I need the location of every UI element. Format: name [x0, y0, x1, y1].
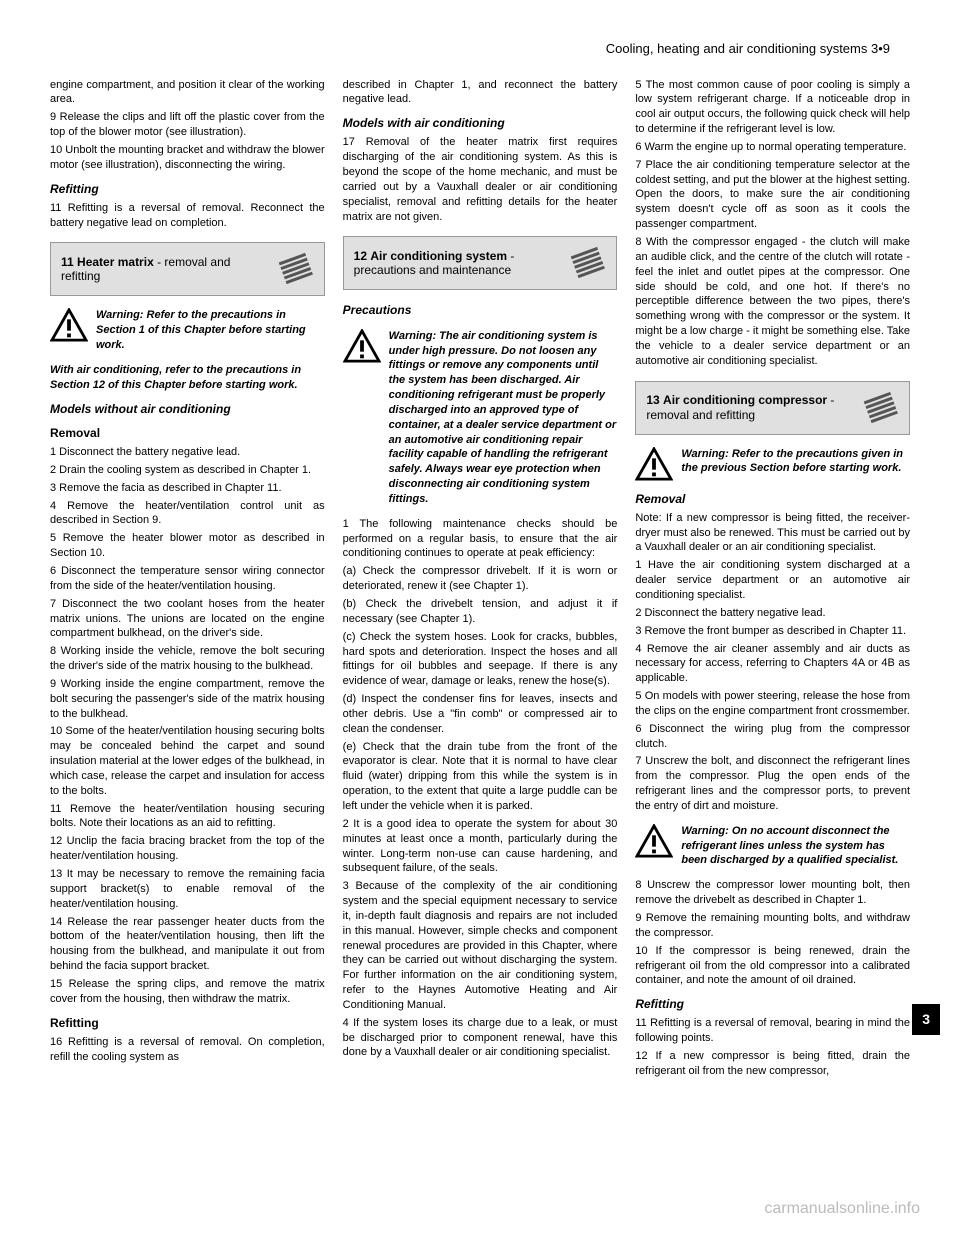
precautions-heading: Precautions	[343, 302, 618, 318]
step: 2 Disconnect the battery negative lead.	[635, 606, 910, 621]
content-columns: engine compartment, and position it clea…	[50, 78, 910, 1082]
difficulty-icon	[276, 251, 316, 287]
warning-13b: Warning: On no account disconnect the re…	[635, 824, 910, 869]
step: 6 Disconnect the wiring plug from the co…	[635, 722, 910, 752]
section-12-box: 12 Air conditioning system - precautions…	[343, 236, 618, 290]
step: 9 Release the clips and lift off the pla…	[50, 110, 325, 140]
section-num: 13	[646, 393, 659, 407]
warning-icon	[50, 308, 88, 342]
removal-heading: Removal	[635, 491, 910, 507]
step: 8 Unscrew the compressor lower mounting …	[635, 878, 910, 908]
step: 9 Remove the remaining mounting bolts, a…	[635, 911, 910, 941]
cont-text: described in Chapter 1, and reconnect th…	[343, 78, 618, 108]
step: 10 Some of the heater/ventilation housin…	[50, 724, 325, 798]
step: 5 Remove the heater blower motor as desc…	[50, 531, 325, 561]
step: 12 If a new compressor is being fitted, …	[635, 1049, 910, 1079]
section-13-box: 13 Air conditioning compressor - removal…	[635, 381, 910, 435]
step: 6 Warm the engine up to normal operating…	[635, 140, 910, 155]
step: 8 Working inside the vehicle, remove the…	[50, 644, 325, 674]
step: 7 Unscrew the bolt, and disconnect the r…	[635, 754, 910, 813]
watermark: carmanualsonline.info	[764, 1198, 920, 1220]
column-2: described in Chapter 1, and reconnect th…	[343, 78, 618, 1082]
step: 7 Place the air conditioning temperature…	[635, 158, 910, 232]
step: 9 Working inside the engine compartment,…	[50, 677, 325, 722]
step: 11 Refitting is a reversal of removal. R…	[50, 201, 325, 231]
step: 3 Because of the complexity of the air c…	[343, 879, 618, 1013]
step: 1 Have the air conditioning system disch…	[635, 558, 910, 603]
refitting-heading: Refitting	[635, 996, 910, 1012]
step: 13 It may be necessary to remove the rem…	[50, 867, 325, 912]
models-wo-heading: Models without air conditioning	[50, 401, 325, 417]
warning-text: Warning: On no account disconnect the re…	[681, 824, 910, 869]
list-item: (e) Check that the drain tube from the f…	[343, 740, 618, 814]
warning-icon	[635, 447, 673, 481]
warning-text: Warning: Refer to the precautions in Sec…	[96, 308, 325, 353]
section-num: 12	[354, 249, 367, 263]
step: 4 Remove the air cleaner assembly and ai…	[635, 642, 910, 687]
note: Note: If a new compressor is being fitte…	[635, 511, 910, 556]
warning-text: Warning: The air conditioning system is …	[389, 329, 618, 507]
step: 10 If the compressor is being renewed, d…	[635, 944, 910, 989]
step: 5 The most common cause of poor cooling …	[635, 78, 910, 137]
step: 11 Refitting is a reversal of removal, b…	[635, 1016, 910, 1046]
removal-heading: Removal	[50, 425, 325, 441]
section-11-box: 11 Heater matrix - removal and refitting	[50, 242, 325, 296]
refitting-heading: Refitting	[50, 1015, 325, 1031]
section-12-title: 12 Air conditioning system - precautions…	[354, 249, 561, 278]
section-13-title: 13 Air conditioning compressor - removal…	[646, 393, 853, 422]
section-title-bold: Air conditioning system	[370, 249, 507, 263]
difficulty-icon	[861, 390, 901, 426]
warning-11: Warning: Refer to the precautions in Sec…	[50, 308, 325, 353]
warning-icon	[635, 824, 673, 858]
step: 10 Unbolt the mounting bracket and withd…	[50, 143, 325, 173]
step: 4 Remove the heater/ventilation control …	[50, 499, 325, 529]
list-item: (d) Inspect the condenser fins for leave…	[343, 692, 618, 737]
step: 7 Disconnect the two coolant hoses from …	[50, 597, 325, 642]
warning-12: Warning: The air conditioning system is …	[343, 329, 618, 507]
warning-text: Warning: Refer to the precautions given …	[681, 447, 910, 477]
section-title-bold: Heater matrix	[77, 255, 154, 269]
step: 5 On models with power steering, release…	[635, 689, 910, 719]
step: 12 Unclip the facia bracing bracket from…	[50, 834, 325, 864]
page-indicator: 3	[912, 1004, 940, 1035]
section-title-bold: Air conditioning compressor	[663, 393, 827, 407]
column-3: 5 The most common cause of poor cooling …	[635, 78, 910, 1082]
step: 11 Remove the heater/ventilation housing…	[50, 802, 325, 832]
step: 6 Disconnect the temperature sensor wiri…	[50, 564, 325, 594]
list-item: (c) Check the system hoses. Look for cra…	[343, 630, 618, 689]
intro-text: engine compartment, and position it clea…	[50, 78, 325, 108]
section-11-title: 11 Heater matrix - removal and refitting	[61, 255, 268, 284]
section-num: 11	[61, 255, 74, 269]
step: 3 Remove the front bumper as described i…	[635, 624, 910, 639]
step: 1 The following maintenance checks shoul…	[343, 517, 618, 562]
step: 14 Release the rear passenger heater duc…	[50, 915, 325, 974]
step: 2 Drain the cooling system as described …	[50, 463, 325, 478]
step: 16 Refitting is a reversal of removal. O…	[50, 1035, 325, 1065]
step: 15 Release the spring clips, and remove …	[50, 977, 325, 1007]
step: 17 Removal of the heater matrix first re…	[343, 135, 618, 224]
column-1: engine compartment, and position it clea…	[50, 78, 325, 1082]
step: 3 Remove the facia as described in Chapt…	[50, 481, 325, 496]
difficulty-icon	[568, 245, 608, 281]
models-w-heading: Models with air conditioning	[343, 115, 618, 131]
step: 1 Disconnect the battery negative lead.	[50, 445, 325, 460]
step: 8 With the compressor engaged - the clut…	[635, 235, 910, 369]
warning-13: Warning: Refer to the precautions given …	[635, 447, 910, 481]
list-item: (a) Check the compressor drivebelt. If i…	[343, 564, 618, 594]
warning-cont: With air conditioning, refer to the prec…	[50, 363, 325, 393]
warning-icon	[343, 329, 381, 363]
refitting-heading: Refitting	[50, 181, 325, 197]
page-header: Cooling, heating and air conditioning sy…	[50, 40, 910, 58]
list-item: (b) Check the drivebelt tension, and adj…	[343, 597, 618, 627]
step: 4 If the system loses its charge due to …	[343, 1016, 618, 1061]
step: 2 It is a good idea to operate the syste…	[343, 817, 618, 876]
